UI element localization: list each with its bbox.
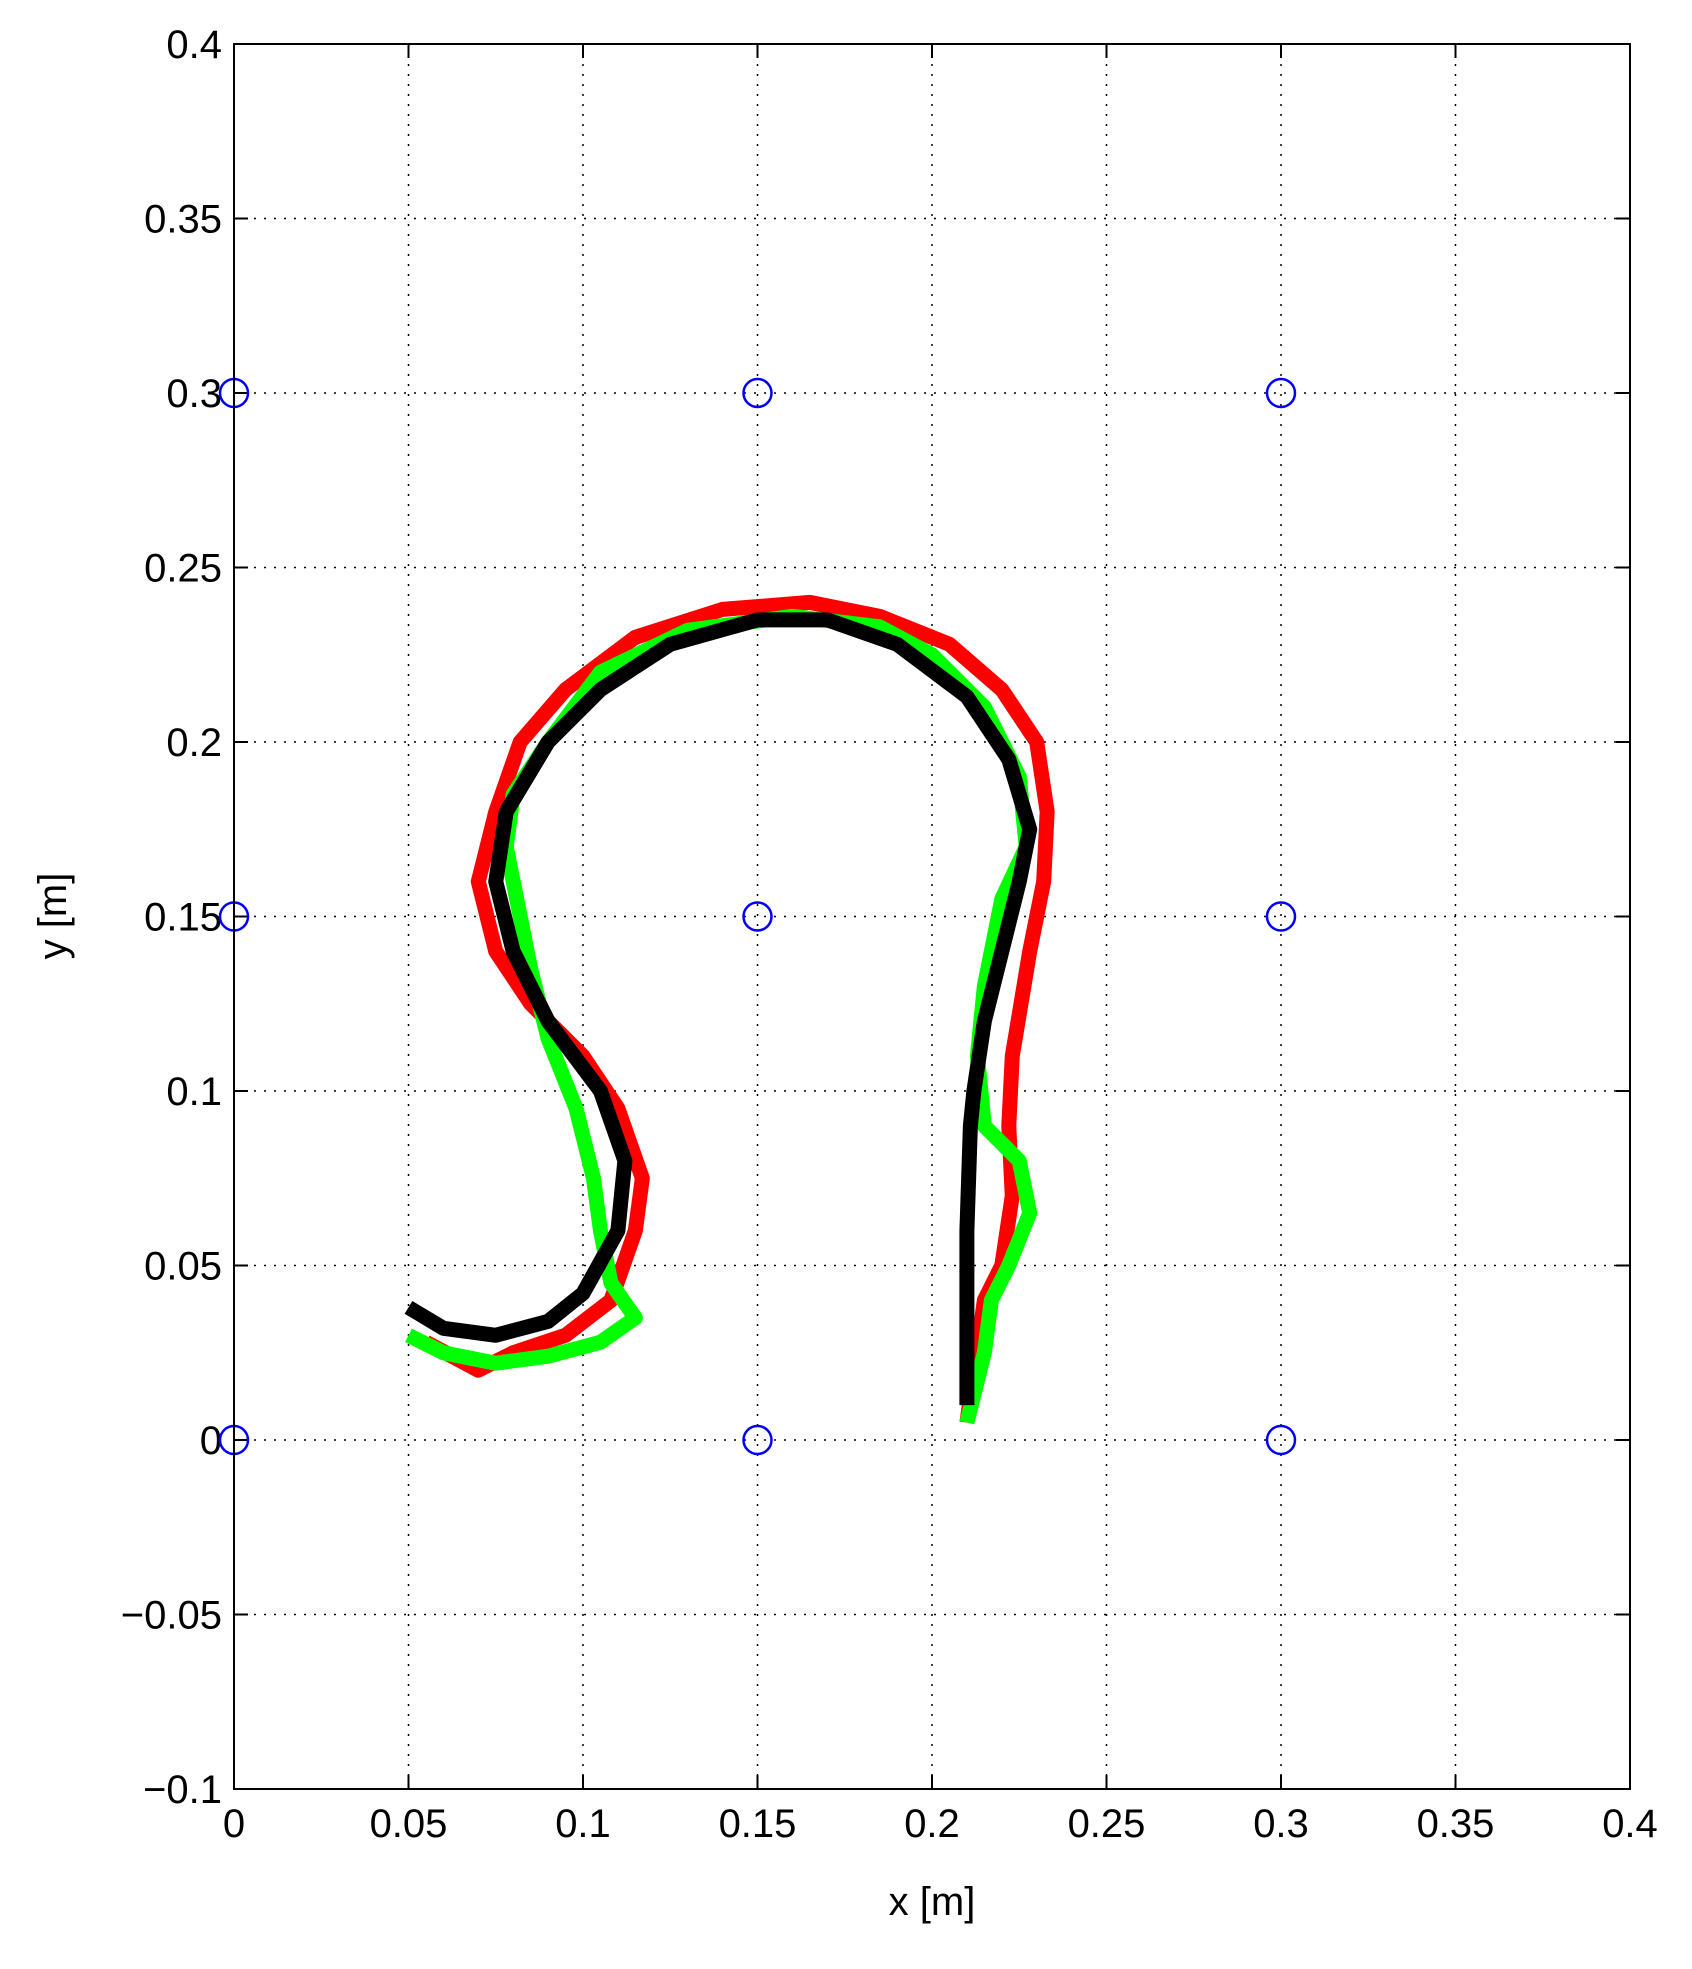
x-tick-label: 0.4 (1602, 1802, 1658, 1846)
marker (1265, 901, 1297, 932)
marker (1265, 377, 1297, 409)
y-tick-label: 0.25 (144, 547, 222, 591)
y-tick-label: 0.3 (166, 372, 222, 416)
x-tick-label: 0 (223, 1802, 245, 1846)
y-tick-label: −0.05 (121, 1594, 222, 1638)
y-tick-label: 0.1 (166, 1070, 222, 1114)
y-tick-label: −0.1 (143, 1768, 222, 1812)
x-tick-label: 0.05 (370, 1802, 448, 1846)
y-tick-label: 0.35 (144, 198, 222, 242)
x-tick-label: 0.3 (1253, 1802, 1309, 1846)
marker (742, 1424, 773, 1456)
y-tick-label: 0.4 (166, 23, 222, 67)
x-tick-label: 0.15 (719, 1802, 797, 1846)
trajectory (405, 608, 1038, 1425)
y-tick-label: 0.05 (144, 1245, 222, 1289)
y-tick-label: 0.2 (166, 721, 222, 765)
marker (742, 901, 773, 932)
x-axis-label: x [m] (889, 1880, 976, 1924)
y-axis-label: y [m] (31, 873, 75, 960)
axes-box (233, 43, 1631, 1790)
x-tick-label: 0.35 (1417, 1802, 1495, 1846)
x-tick-label: 0.2 (904, 1802, 960, 1846)
trajectory (404, 612, 1038, 1406)
marker (742, 377, 773, 409)
y-tick-label: 0.15 (144, 896, 222, 940)
x-tick-label: 0.1 (555, 1802, 611, 1846)
trajectory (422, 594, 1055, 1424)
y-tick-label: 0 (200, 1419, 222, 1463)
x-tick-label: 0.25 (1068, 1802, 1146, 1846)
marker (1265, 1424, 1297, 1456)
